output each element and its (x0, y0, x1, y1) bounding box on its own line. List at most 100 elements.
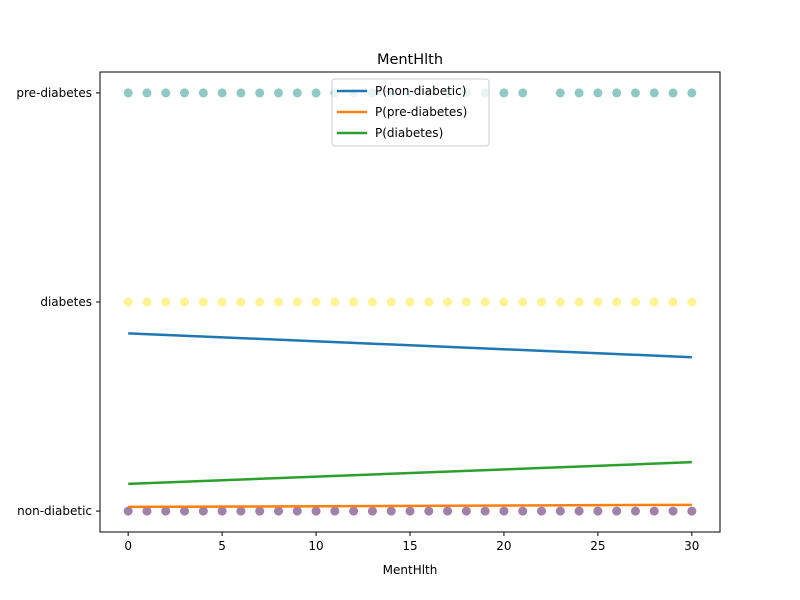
x-axis: 0 5 10 15 20 25 30 (124, 532, 699, 553)
scatter-point-non-diabetic-14 (386, 506, 396, 516)
scatter-point-pre-diabetes-6 (236, 88, 246, 98)
scatter-point-diabetes-6 (236, 297, 246, 307)
scatter-point-non-diabetic-5 (217, 506, 227, 516)
scatter-point-diabetes-18 (461, 297, 471, 307)
scatter-point-diabetes-7 (255, 297, 265, 307)
legend-label-2: P(diabetes) (375, 126, 443, 140)
scatter-point-diabetes-27 (630, 297, 640, 307)
scatter-point-non-diabetic-28 (649, 506, 659, 516)
scatter-point-diabetes-19 (480, 297, 490, 307)
legend-label-0: P(non-diabetic) (375, 84, 466, 98)
x-tick-label-1: 5 (218, 539, 226, 553)
scatter-point-diabetes-16 (424, 297, 434, 307)
scatter-point-non-diabetic-13 (367, 506, 377, 516)
legend: P(non-diabetic) P(pre-diabetes) P(diabetes… (331, 78, 490, 147)
scatter-point-non-diabetic-22 (537, 506, 547, 516)
scatter-point-non-diabetic-25 (593, 506, 603, 516)
scatter-point-non-diabetic-23 (555, 506, 565, 516)
scatter-point-non-diabetic-17 (443, 506, 453, 516)
scatter-point-pre-diabetes-9 (292, 88, 302, 98)
scatter-point-diabetes-30 (687, 297, 697, 307)
scatter-point-pre-diabetes-1 (142, 88, 152, 98)
scatter-point-pre-diabetes-22 (555, 88, 565, 98)
scatter-point-non-diabetic-29 (668, 506, 678, 516)
scatter-point-diabetes-3 (180, 297, 190, 307)
scatter-point-non-diabetic-16 (424, 506, 434, 516)
scatter-point-non-diabetic-3 (180, 506, 190, 516)
scatter-point-pre-diabetes-10 (311, 88, 321, 98)
scatter-point-diabetes-0 (123, 297, 133, 307)
scatter-point-pre-diabetes-25 (612, 88, 622, 98)
x-tick-label-3: 15 (402, 539, 417, 553)
scatter-point-non-diabetic-6 (236, 506, 246, 516)
scatter-point-non-diabetic-26 (612, 506, 622, 516)
scatter-point-non-diabetic-18 (461, 506, 471, 516)
scatter-point-diabetes-29 (668, 297, 678, 307)
scatter-point-non-diabetic-20 (499, 506, 509, 516)
scatter-point-diabetes-12 (349, 297, 359, 307)
y-tick-label-1: diabetes (40, 295, 92, 309)
scatter-point-pre-diabetes-21 (518, 88, 528, 98)
scatter-point-diabetes-26 (612, 297, 622, 307)
scatter-point-pre-diabetes-24 (593, 88, 603, 98)
scatter-point-diabetes-10 (311, 297, 321, 307)
x-tick-label-0: 0 (124, 539, 132, 553)
scatter-point-pre-diabetes-27 (649, 88, 659, 98)
x-tick-label-2: 10 (308, 539, 323, 553)
scatter-point-non-diabetic-21 (518, 506, 528, 516)
scatter-point-non-diabetic-9 (292, 506, 302, 516)
scatter-point-diabetes-15 (405, 297, 415, 307)
scatter-point-pre-diabetes-23 (574, 88, 584, 98)
scatter-point-pre-diabetes-29 (687, 88, 697, 98)
scatter-point-pre-diabetes-0 (123, 88, 133, 98)
scatter-point-diabetes-24 (574, 297, 584, 307)
x-axis-title: MentHlth (383, 563, 438, 577)
scatter-point-pre-diabetes-8 (273, 88, 283, 98)
scatter-point-diabetes-11 (330, 297, 340, 307)
scatter-point-non-diabetic-15 (405, 506, 415, 516)
scatter-point-non-diabetic-4 (198, 506, 208, 516)
scatter-point-diabetes-23 (555, 297, 565, 307)
scatter-point-non-diabetic-7 (255, 506, 265, 516)
scatter-point-pre-diabetes-2 (161, 88, 171, 98)
scatter-point-non-diabetic-8 (273, 506, 283, 516)
scatter-point-diabetes-4 (198, 297, 208, 307)
y-axis: non-diabetic diabetes pre-diabetes (16, 86, 100, 518)
y-tick-label-0: non-diabetic (17, 504, 92, 518)
scatter-point-pre-diabetes-4 (198, 88, 208, 98)
x-tick-label-4: 20 (496, 539, 511, 553)
scatter-point-non-diabetic-24 (574, 506, 584, 516)
scatter-point-pre-diabetes-28 (668, 88, 678, 98)
series-line-2 (128, 460, 692, 486)
line-layer (128, 332, 692, 509)
scatter-point-diabetes-22 (537, 297, 547, 307)
scatter-point-non-diabetic-1 (142, 506, 152, 516)
scatter-point-pre-diabetes-5 (217, 88, 227, 98)
series-line-0 (128, 332, 692, 359)
scatter-point-non-diabetic-11 (330, 506, 340, 516)
scatter-point-diabetes-5 (217, 297, 227, 307)
scatter-point-diabetes-21 (518, 297, 528, 307)
series-line-1 (128, 503, 692, 509)
chart-title: MentHlth (377, 52, 443, 68)
legend-label-1: P(pre-diabetes) (375, 105, 467, 119)
scatter-point-non-diabetic-12 (349, 506, 359, 516)
scatter-point-diabetes-1 (142, 297, 152, 307)
scatter-point-diabetes-25 (593, 297, 603, 307)
scatter-point-diabetes-13 (367, 297, 377, 307)
scatter-point-non-diabetic-19 (480, 506, 490, 516)
legend-box (331, 78, 490, 147)
x-tick-label-6: 30 (684, 539, 699, 553)
y-tick-label-2: pre-diabetes (16, 86, 92, 100)
scatter-point-pre-diabetes-3 (180, 88, 190, 98)
scatter-point-diabetes-28 (649, 297, 659, 307)
scatter-point-non-diabetic-10 (311, 506, 321, 516)
scatter-point-diabetes-8 (273, 297, 283, 307)
x-tick-label-5: 25 (590, 539, 605, 553)
scatter-point-diabetes-17 (443, 297, 453, 307)
scatter-point-diabetes-9 (292, 297, 302, 307)
scatter-point-pre-diabetes-26 (630, 88, 640, 98)
scatter-point-non-diabetic-30 (687, 506, 697, 516)
scatter-point-pre-diabetes-7 (255, 88, 265, 98)
